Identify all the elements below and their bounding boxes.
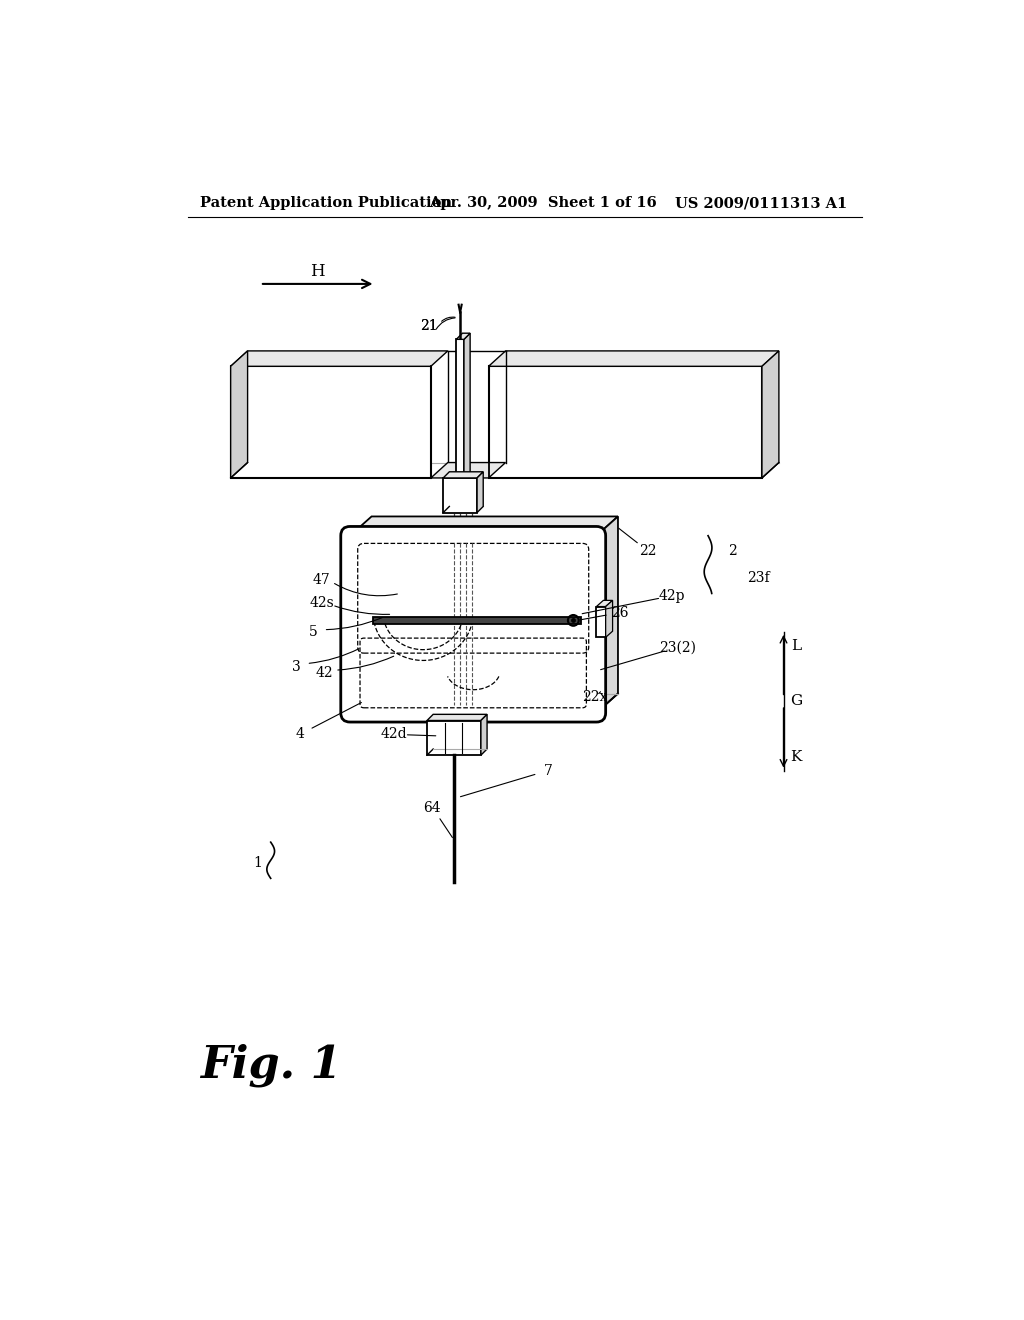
Text: 64: 64 (424, 800, 441, 814)
Polygon shape (457, 339, 464, 478)
Polygon shape (596, 601, 612, 607)
Polygon shape (427, 714, 487, 721)
Polygon shape (464, 333, 470, 478)
Text: K: K (791, 750, 802, 764)
Text: US 2009/0111313 A1: US 2009/0111313 A1 (675, 197, 847, 210)
Polygon shape (481, 714, 487, 755)
Polygon shape (350, 516, 617, 536)
Polygon shape (762, 351, 779, 478)
Text: 21: 21 (421, 319, 438, 333)
Text: 23f: 23f (746, 572, 769, 585)
Text: 47: 47 (312, 573, 331, 587)
Text: 26: 26 (610, 606, 629, 619)
Text: Fig. 1: Fig. 1 (200, 1044, 341, 1088)
Text: 7: 7 (544, 763, 552, 777)
Text: 5: 5 (308, 624, 317, 639)
Text: 21: 21 (421, 319, 438, 333)
Text: G: G (790, 694, 802, 709)
Polygon shape (605, 601, 612, 638)
FancyBboxPatch shape (341, 527, 605, 722)
Text: H: H (310, 263, 325, 280)
Polygon shape (373, 616, 581, 624)
Polygon shape (596, 607, 605, 638)
Text: 22: 22 (639, 544, 656, 558)
Text: Apr. 30, 2009  Sheet 1 of 16: Apr. 30, 2009 Sheet 1 of 16 (429, 197, 657, 210)
Polygon shape (230, 351, 447, 367)
Text: 2: 2 (728, 544, 737, 558)
Polygon shape (427, 721, 481, 755)
Text: 42p: 42p (658, 589, 685, 603)
Polygon shape (443, 478, 477, 512)
Text: 23(2): 23(2) (658, 640, 695, 655)
Text: 42d: 42d (381, 727, 408, 742)
Polygon shape (488, 367, 762, 478)
Text: 1: 1 (253, 855, 262, 870)
Polygon shape (477, 471, 483, 512)
Polygon shape (443, 471, 483, 478)
Polygon shape (596, 516, 617, 713)
Polygon shape (457, 333, 470, 339)
Polygon shape (230, 351, 248, 478)
Text: 42: 42 (315, 665, 334, 680)
Polygon shape (230, 367, 431, 478)
Text: L: L (791, 639, 801, 653)
Text: 3: 3 (292, 660, 300, 673)
Text: 4: 4 (296, 727, 304, 742)
Text: 42s: 42s (309, 597, 334, 610)
Text: Patent Application Publication: Patent Application Publication (200, 197, 452, 210)
Text: 22x: 22x (583, 690, 607, 705)
Polygon shape (488, 351, 779, 367)
Polygon shape (431, 462, 506, 478)
